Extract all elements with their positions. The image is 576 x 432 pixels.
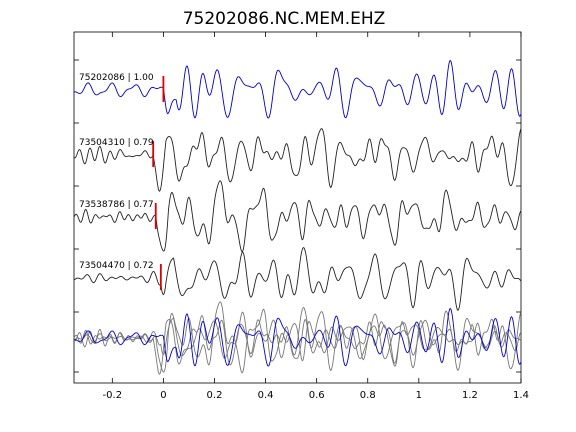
x-tick-label-6: 1: [416, 390, 422, 401]
axis-ticks: -0.2 0 0.2 0.4 0.6 0.8 1 1.2 1.4: [74, 32, 529, 401]
x-tick-label-2: 0.2: [207, 390, 223, 401]
overlay-trace-0: [73, 307, 522, 367]
trace-label-2: 73538786 | 0.77: [79, 200, 154, 210]
trace-1: [73, 128, 522, 192]
trace-label-0: 75202086 | 1.00: [79, 73, 154, 83]
trace-group: 75202086 | 1.00 73504310 | 0.79 73538786 |…: [73, 59, 522, 375]
overlay-trace-1: [73, 311, 522, 375]
trace-label-1: 73504310 | 0.79: [79, 138, 154, 148]
x-tick-label-1: 0: [160, 390, 166, 401]
trace-3: [73, 247, 522, 311]
x-tick-label-8: 1.4: [513, 390, 529, 401]
chart-title: 75202086.NC.MEM.EHZ: [183, 9, 386, 29]
overlay-trace-2: [73, 301, 522, 374]
trace-0: [73, 59, 522, 119]
x-tick-label-7: 1.2: [462, 390, 478, 401]
trace-label-3: 73504470 | 0.72: [79, 261, 154, 271]
x-tick-label-5: 0.8: [360, 390, 376, 401]
x-tick-label-4: 0.6: [309, 390, 325, 401]
trace-2: [73, 180, 522, 253]
plot-frame: [73, 31, 522, 384]
x-tick-label-3: 0.4: [258, 390, 274, 401]
x-tick-label-0: -0.2: [103, 390, 123, 401]
